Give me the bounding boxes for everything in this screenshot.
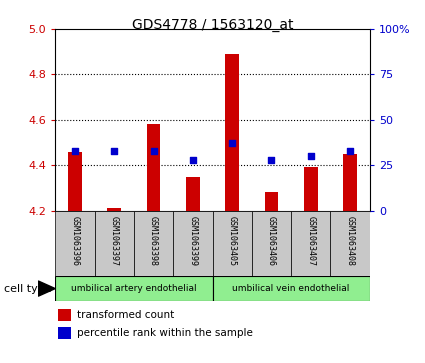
Text: umbilical vein endothelial: umbilical vein endothelial	[232, 284, 350, 293]
Bar	[343, 154, 357, 211]
Bar	[108, 208, 121, 211]
Text: GSM1063405: GSM1063405	[228, 216, 237, 266]
Bar	[94, 211, 134, 276]
Text: GSM1063397: GSM1063397	[110, 216, 119, 266]
Bar	[58, 309, 71, 321]
Bar	[55, 276, 212, 301]
Point	[268, 157, 275, 163]
Point	[307, 153, 314, 159]
Bar	[134, 211, 173, 276]
Bar	[186, 176, 200, 211]
Bar	[147, 124, 160, 211]
Text: GDS4778 / 1563120_at: GDS4778 / 1563120_at	[132, 18, 293, 32]
Bar	[252, 211, 291, 276]
Point	[229, 140, 235, 146]
Point	[150, 148, 157, 154]
Bar	[225, 54, 239, 211]
Text: GSM1063398: GSM1063398	[149, 216, 158, 266]
Bar	[265, 192, 278, 211]
Bar	[212, 276, 370, 301]
Polygon shape	[38, 281, 55, 296]
Text: GSM1063408: GSM1063408	[346, 216, 354, 266]
Bar	[291, 211, 331, 276]
Bar	[331, 211, 370, 276]
Text: cell type: cell type	[4, 284, 52, 294]
Point	[111, 148, 118, 154]
Point	[190, 157, 196, 163]
Text: transformed count: transformed count	[77, 310, 175, 320]
Text: GSM1063399: GSM1063399	[188, 216, 197, 266]
Bar	[55, 211, 94, 276]
Bar	[173, 211, 212, 276]
Bar	[304, 167, 317, 211]
Text: GSM1063406: GSM1063406	[267, 216, 276, 266]
Text: GSM1063407: GSM1063407	[306, 216, 315, 266]
Text: umbilical artery endothelial: umbilical artery endothelial	[71, 284, 197, 293]
Bar	[58, 327, 71, 339]
Point	[71, 148, 78, 154]
Text: percentile rank within the sample: percentile rank within the sample	[77, 328, 253, 338]
Point	[347, 148, 354, 154]
Bar	[212, 211, 252, 276]
Bar	[68, 152, 82, 211]
Text: GSM1063396: GSM1063396	[71, 216, 79, 266]
